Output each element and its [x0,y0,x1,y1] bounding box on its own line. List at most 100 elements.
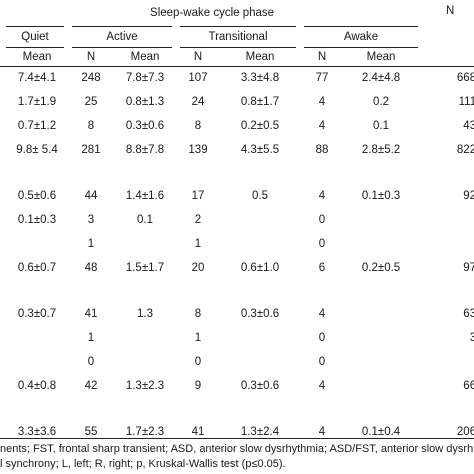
transitional-mean-cell [220,398,300,420]
active-mean-cell [114,398,176,420]
active-mean-cell: 0.1 [137,214,153,226]
sleep-wake-table: Sleep-wake cycle phase N Quiet Active Tr… [0,5,474,438]
table-row: 0.3±0.7 41 1.3 8 0.3±0.6 4 63 [0,302,474,326]
transitional-n-cell [176,280,220,302]
quiet-mean-cell: 0.7±1.2 [17,120,57,132]
active-n-cell: 248 [81,72,101,85]
total-n-cell [418,280,474,302]
active-mean-cell: 1.7±2.3 [125,426,165,438]
active-n-cell: 3 [87,214,95,226]
table-row: 1.7±1.9 25 0.8±1.3 24 0.8±1.7 4 0.2 111 [0,90,474,114]
total-n-cell: 206 [456,426,474,438]
table-row: 49.8± 5.42818.8±7.81394.3±5.5882.8±5.282… [0,138,474,162]
total-n-cell [418,208,474,232]
phase-awake: Awake [295,25,419,47]
transitional-n-cell: 20 [191,262,205,274]
footnote-line-2: l synchrony; L, left; R, right; p, Krusk… [0,458,286,470]
awake-mean-header: Mean [344,46,419,67]
awake-n-cell: 88 [315,144,329,156]
awake-mean-cell [344,232,418,256]
awake-n-cell [300,280,344,302]
active-mean-cell [114,326,176,350]
quiet-mean-cell: 0.3±0.7 [17,308,57,320]
awake-n-cell: 4 [318,120,326,132]
table-row: 1 1 0 3 [0,326,474,350]
active-mean-cell: 8.8±7.8 [125,144,165,156]
quiet-mean-cell [6,350,68,374]
transitional-mean-cell [220,162,300,184]
awake-n-cell: 0 [318,356,326,368]
active-n-cell: 0 [87,356,95,368]
active-mean-cell: 1.3 [137,308,153,320]
transitional-n-cell: 0 [194,356,202,368]
active-n-cell: 25 [84,96,98,108]
awake-mean-cell: 0.2 [373,96,390,108]
awake-n-cell [300,162,344,184]
data-table-container: Sleep-wake cycle phase N Quiet Active Tr… [0,5,474,438]
transitional-n-cell [176,162,220,184]
quiet-mean-cell: 7.4±4.1 [17,72,57,85]
total-n-cell: 43 [463,120,474,132]
quiet-mean-cell [6,326,68,350]
active-mean-cell: 0.8±1.3 [125,96,165,108]
transitional-mean-cell: 0.3±0.6 [240,308,280,320]
active-n-cell: 281 [81,144,101,156]
table-row: 0.4±0.8 42 1.3±2.3 9 0.3±0.6 4 66 [0,374,474,398]
transitional-n-cell: 2 [194,214,202,226]
header-row-phases: Quiet Active Transitional Awake [0,25,474,47]
awake-n-cell: 4 [318,380,326,392]
transitional-mean-cell: 0.2±0.5 [240,120,280,132]
total-n-cell: 66 [463,380,474,392]
active-mean-cell [114,280,176,302]
awake-mean-cell [344,208,418,232]
active-mean-cell: 1.4±1.6 [125,190,165,202]
total-n-cell [418,232,474,256]
transitional-mean-header: Mean [220,46,300,67]
awake-n-cell: 6 [318,262,326,274]
active-n-header: N [68,46,114,67]
header-row-sub: Mean N Mean N Mean N Mean [0,46,474,67]
transitional-mean-cell [220,232,300,256]
transitional-n-cell [176,398,220,420]
transitional-mean-cell [220,350,300,374]
transitional-n-cell: 41 [191,426,205,438]
transitional-mean-cell: 1.3±2.4 [240,426,280,438]
active-n-cell: 48 [84,262,98,274]
awake-mean-cell [344,280,418,302]
table-row: 0 0 0 [0,350,474,374]
active-mean-cell [114,350,176,374]
transitional-mean-cell: 4.3±5.5 [240,144,280,156]
active-mean-cell: 7.8±7.3 [125,72,165,85]
total-col-header: N [445,5,455,17]
total-n-cell: 97 [463,262,474,274]
group-title: Sleep-wake cycle phase [150,6,275,19]
table-row: 1 1 0 [0,232,474,256]
transitional-n-cell: 1 [194,332,202,344]
awake-mean-cell: 0.1±0.3 [361,190,401,202]
transitional-n-cell: 9 [194,380,202,392]
awake-mean-cell [344,302,418,326]
quiet-mean-cell: 3.3±3.6 [17,426,57,438]
awake-n-cell: 4 [318,308,326,320]
total-n-cell: 668 [456,72,474,85]
quiet-mean-cell [6,280,68,302]
footnote-line-1: nents; FST, frontal sharp transient; ASD… [0,443,474,455]
awake-n-cell: 4 [318,96,326,108]
transitional-n-cell: 8 [194,120,202,132]
awake-n-cell: 77 [315,72,329,85]
awake-mean-cell: 0.2±0.5 [361,262,401,274]
active-mean-cell: 1.3±2.3 [125,380,165,392]
transitional-n-cell: 107 [188,72,208,85]
quiet-mean-cell [6,162,68,184]
total-n-cell: 111 [458,96,474,108]
transitional-mean-cell: 0.5 [252,190,268,202]
active-n-cell: 41 [84,308,98,320]
awake-n-header: N [300,46,344,67]
transitional-mean-cell: 0.6±1.0 [240,262,280,274]
active-n-cell: 8 [87,120,95,132]
quiet-mean-header: Mean [6,46,68,67]
quiet-mean-cell: 0.4±0.8 [17,380,57,392]
active-n-cell: 1 [87,238,95,250]
transitional-mean-cell: 0.8±1.7 [240,96,280,108]
awake-mean-cell: 2.8±5.2 [361,144,401,156]
